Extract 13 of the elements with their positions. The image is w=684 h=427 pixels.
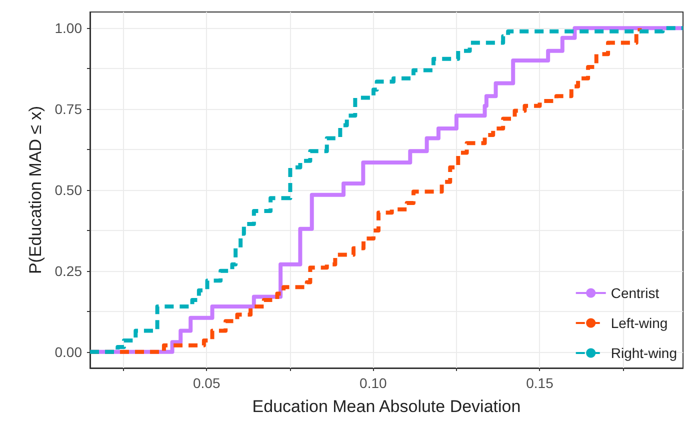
x-tick-label: 0.15: [526, 375, 554, 391]
y-axis-title: P(Education MAD ≤ x): [26, 106, 45, 274]
y-tick-label: 0.25: [54, 262, 82, 279]
x-tick-label: 0.10: [360, 375, 388, 391]
legend-label: Centrist: [610, 285, 660, 301]
y-tick-label: 0.50: [54, 182, 82, 198]
x-tick-label: 0.05: [192, 375, 220, 391]
y-tick-label: 0.00: [54, 344, 82, 360]
legend-label: Right-wing: [610, 345, 678, 361]
x-axis-title: Education Mean Absolute Deviation: [252, 397, 521, 416]
y-tick-label: 1.00: [54, 20, 82, 36]
y-tick-label: 0.75: [54, 101, 82, 118]
legend-label: Left-wing: [610, 315, 668, 331]
